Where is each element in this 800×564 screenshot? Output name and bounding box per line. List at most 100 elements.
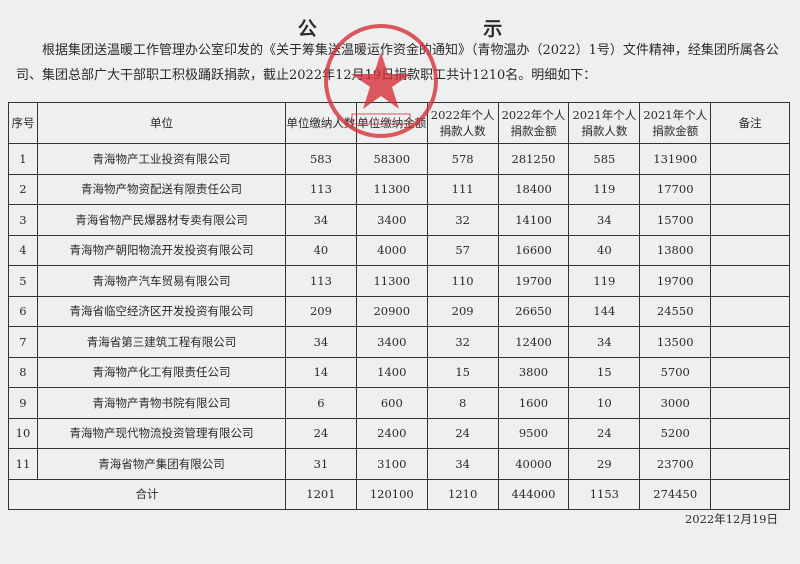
table-cell: 5700: [639, 356, 712, 388]
total-label: 合计: [7, 478, 287, 510]
table-row: 11 青海省物产集团有限公司 31 3100 34 40000 29 23700: [8, 448, 790, 480]
table-cell: 3400: [355, 326, 428, 358]
table-cell: 119: [568, 265, 641, 297]
table-cell: 青海物产汽车贸易有限公司: [36, 265, 287, 297]
table-cell: 11300: [355, 265, 428, 297]
table-cell: 青海省物产民爆器材专卖有限公司: [36, 204, 287, 236]
table-cell: 2400: [355, 417, 428, 449]
table-cell: 3000: [639, 387, 712, 419]
total-cell: 1153: [568, 478, 641, 510]
table-cell: 15: [568, 356, 641, 388]
table-cell: 青海物产朝阳物流开发投资有限公司: [36, 234, 287, 266]
table-row: 2 青海物产物资配送有限责任公司 113 11300 111 18400 119 17700: [8, 173, 790, 205]
table-cell: 6: [8, 295, 38, 327]
table-cell: 24550: [639, 295, 712, 327]
table-cell: 34: [285, 204, 357, 236]
table-cell: 青海物产化工有限责任公司: [36, 356, 287, 388]
column-header: 单位: [36, 102, 287, 144]
table-cell: 12400: [497, 326, 570, 358]
table-cell: 131900: [639, 143, 712, 175]
table-cell: 119: [568, 173, 641, 205]
table-cell: 青海省物产集团有限公司: [36, 448, 287, 480]
table-row: 6 青海省临空经济区开发投资有限公司 209 20900 209 26650 144 2455…: [8, 295, 790, 327]
official-seal: [324, 24, 438, 138]
table-cell: [710, 204, 790, 236]
table-cell: [710, 265, 790, 297]
table-row: 7 青海省第三建筑工程有限公司 34 3400 32 12400 34 13500: [8, 326, 790, 358]
table-cell: 4000: [355, 234, 428, 266]
table-header-row: 序号 单位 单位缴纳人数 单位缴纳金额 2022年个人捐款人数 2022年个人捐款金额 20…: [8, 102, 790, 144]
table-cell: 23700: [639, 448, 712, 480]
table-cell: 144: [568, 295, 641, 327]
table-cell: 11300: [355, 173, 428, 205]
table-cell: 青海物产青物书院有限公司: [36, 387, 287, 419]
notice-paragraph: 根据集团送温暖工作管理办公室印发的《关于筹集送温暖运作资金的通知》（青物温办（2…: [16, 43, 779, 83]
table-cell: 111: [426, 173, 499, 205]
table-cell: 3400: [355, 204, 428, 236]
table-cell: 9: [8, 387, 38, 419]
table-cell: 57: [426, 234, 499, 266]
total-row: 合计 1201 120100 1210 444000 1153 274450: [7, 478, 790, 510]
table-cell: [710, 356, 790, 388]
table-cell: 3800: [497, 356, 570, 388]
table-cell: 9500: [497, 417, 570, 449]
table-cell: 209: [426, 295, 499, 327]
table-cell: 青海物产物资配送有限责任公司: [36, 173, 287, 205]
table-cell: 15: [426, 356, 499, 388]
table-cell: 4: [8, 234, 38, 266]
table-row: 1 青海物产工业投资有限公司 583 58300 578 281250 585 131900: [8, 143, 790, 175]
table-row: 10 青海物产现代物流投资管理有限公司 24 2400 24 9500 24 5200: [8, 417, 790, 449]
table-cell: 青海物产工业投资有限公司: [36, 143, 287, 175]
table-cell: 583: [285, 143, 357, 175]
table-cell: 1: [8, 143, 38, 175]
column-header: 2021年个人捐款金额: [639, 102, 712, 144]
column-header: 2022年个人捐款金额: [497, 102, 570, 144]
table-cell: 10: [568, 387, 641, 419]
table-cell: 20900: [355, 295, 428, 327]
table-cell: 8: [426, 387, 499, 419]
table-cell: 14: [285, 356, 357, 388]
table-cell: 19700: [497, 265, 570, 297]
table-row: 9 青海物产青物书院有限公司 6 600 8 1600 10 3000: [8, 387, 790, 419]
table-cell: 14100: [497, 204, 570, 236]
total-cell: [710, 478, 790, 510]
table-cell: [710, 173, 790, 205]
total-cell: 444000: [497, 478, 570, 510]
table-cell: 18400: [497, 173, 570, 205]
table-cell: 11: [8, 448, 38, 480]
column-header: 序号: [8, 102, 38, 144]
table-cell: 40000: [497, 448, 570, 480]
total-cell: 120100: [355, 478, 428, 510]
total-cell: 1210: [426, 478, 499, 510]
table-cell: 32: [426, 204, 499, 236]
table-cell: [710, 295, 790, 327]
table-cell: 113: [285, 173, 357, 205]
table-cell: 青海省临空经济区开发投资有限公司: [36, 295, 287, 327]
table-cell: 17700: [639, 173, 712, 205]
table-cell: 34: [426, 448, 499, 480]
table-cell: 29: [568, 448, 641, 480]
table-cell: [710, 417, 790, 449]
table-cell: [710, 234, 790, 266]
column-header: 2021年个人捐款人数: [568, 102, 641, 144]
table-cell: 585: [568, 143, 641, 175]
table-cell: 6: [285, 387, 357, 419]
table-cell: 15700: [639, 204, 712, 236]
total-cell: 274450: [639, 478, 712, 510]
table-cell: 600: [355, 387, 428, 419]
table-cell: 34: [285, 326, 357, 358]
table-cell: 24: [568, 417, 641, 449]
table-cell: 19700: [639, 265, 712, 297]
table-cell: 青海物产现代物流投资管理有限公司: [36, 417, 287, 449]
table-cell: 5: [8, 265, 38, 297]
table-row: 3 青海省物产民爆器材专卖有限公司 34 3400 32 14100 34 15700: [8, 204, 790, 236]
table-cell: [710, 387, 790, 419]
table-cell: 5200: [639, 417, 712, 449]
document-date: 2022年12月19日: [684, 512, 778, 526]
table-cell: 13800: [639, 234, 712, 266]
table-cell: 578: [426, 143, 499, 175]
table-cell: [710, 326, 790, 358]
table-row: 5 青海物产汽车贸易有限公司 113 11300 110 19700 119 19700: [8, 265, 790, 297]
table-cell: 13500: [639, 326, 712, 358]
table-cell: 24: [285, 417, 357, 449]
